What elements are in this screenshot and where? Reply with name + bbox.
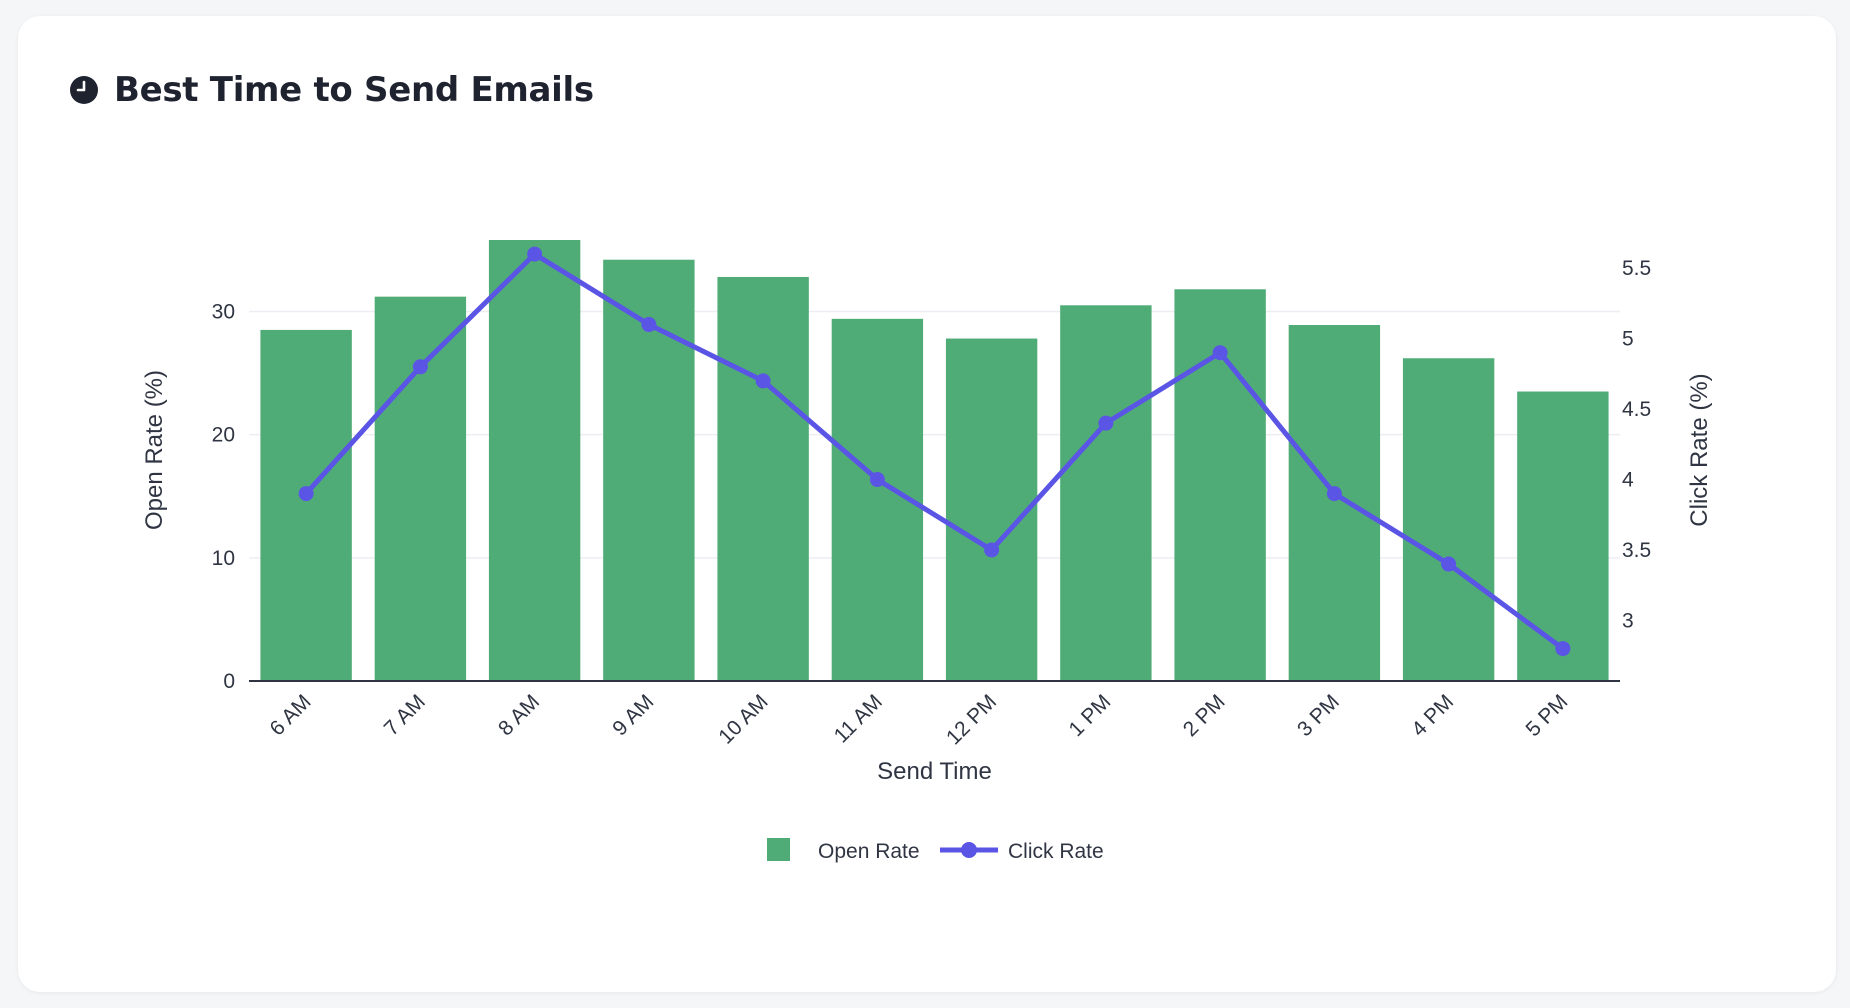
x-tick-label: 4 PM bbox=[1407, 690, 1458, 741]
bar bbox=[260, 329, 352, 681]
x-tick-label: 9 AM bbox=[608, 690, 658, 740]
legend-swatch-open-rate bbox=[767, 838, 790, 861]
legend-label-click-rate: Click Rate bbox=[1008, 840, 1104, 863]
card-header: Best Time to Send Emails bbox=[68, 70, 594, 110]
line-point bbox=[1098, 415, 1114, 431]
page-title: Best Time to Send Emails bbox=[114, 70, 594, 110]
bar bbox=[1402, 358, 1495, 681]
x-tick-label: 2 PM bbox=[1179, 690, 1230, 741]
bar bbox=[1517, 391, 1609, 681]
x-axis-title: Send Time bbox=[877, 758, 992, 785]
y-axis-title: Open Rate (%) bbox=[141, 370, 168, 530]
line-point bbox=[298, 486, 314, 502]
bar bbox=[488, 240, 581, 681]
line-point bbox=[1441, 556, 1457, 572]
x-tick-label: 6 AM bbox=[266, 690, 316, 740]
bar bbox=[717, 276, 809, 681]
clock-icon bbox=[70, 76, 98, 104]
y2-tick-label: 5 bbox=[1622, 328, 1634, 351]
line-point bbox=[527, 246, 543, 262]
x-tick-label: 10 AM bbox=[714, 690, 772, 748]
x-tick-label: 3 PM bbox=[1293, 690, 1344, 741]
line-point bbox=[1555, 641, 1571, 657]
line-point bbox=[869, 472, 885, 488]
y-tick-label: 0 bbox=[223, 670, 235, 693]
line-point bbox=[1212, 345, 1228, 361]
y2-tick-label: 4 bbox=[1622, 469, 1634, 492]
x-tick-label: 1 PM bbox=[1064, 690, 1115, 741]
bar bbox=[1288, 324, 1381, 681]
y2-tick-label: 4.5 bbox=[1622, 398, 1651, 421]
x-tick-label: 7 AM bbox=[380, 690, 430, 740]
line-point bbox=[1326, 486, 1342, 502]
bar bbox=[1060, 305, 1152, 681]
y-tick-label: 10 bbox=[212, 547, 235, 570]
line-point bbox=[412, 359, 428, 375]
line-point bbox=[984, 542, 1000, 558]
y2-axis-title: Click Rate (%) bbox=[1686, 373, 1713, 526]
y-tick-label: 30 bbox=[212, 300, 235, 323]
y2-tick-label: 3 bbox=[1622, 609, 1634, 632]
bar bbox=[945, 338, 1038, 681]
y-tick-label: 20 bbox=[212, 424, 235, 447]
y2-tick-label: 5.5 bbox=[1622, 257, 1651, 280]
bar bbox=[374, 296, 467, 681]
x-tick-label: 12 PM bbox=[942, 690, 1001, 749]
series-line bbox=[304, 251, 1565, 651]
line-point bbox=[755, 373, 771, 389]
line-point bbox=[641, 317, 657, 333]
legend-marker-click-rate bbox=[961, 842, 977, 858]
legend-label-open-rate: Open Rate bbox=[818, 840, 920, 863]
y2-tick-label: 3.5 bbox=[1622, 539, 1651, 562]
x-tick-label: 5 PM bbox=[1521, 690, 1572, 741]
x-tick-label: 11 AM bbox=[830, 690, 887, 747]
x-tick-label: 8 AM bbox=[494, 690, 544, 740]
